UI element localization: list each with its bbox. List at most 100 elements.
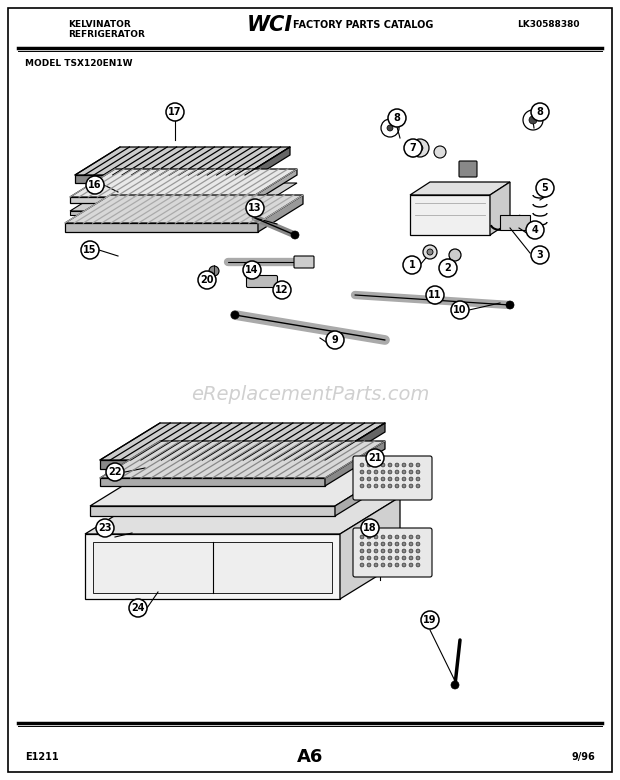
Circle shape <box>439 259 457 277</box>
Circle shape <box>291 231 299 239</box>
Polygon shape <box>70 211 252 215</box>
Polygon shape <box>335 469 395 516</box>
Text: 17: 17 <box>168 107 182 117</box>
Text: 14: 14 <box>246 265 259 275</box>
Circle shape <box>416 542 420 546</box>
Circle shape <box>434 146 446 158</box>
FancyBboxPatch shape <box>294 256 314 268</box>
Circle shape <box>427 290 437 300</box>
Circle shape <box>402 542 406 546</box>
Circle shape <box>374 563 378 567</box>
Text: 18: 18 <box>363 523 377 533</box>
Circle shape <box>209 266 219 276</box>
Circle shape <box>402 484 406 488</box>
Circle shape <box>395 470 399 474</box>
Circle shape <box>381 484 385 488</box>
Circle shape <box>367 549 371 553</box>
Polygon shape <box>325 423 385 469</box>
Circle shape <box>243 261 261 279</box>
Circle shape <box>367 542 371 546</box>
Circle shape <box>409 463 413 467</box>
Circle shape <box>388 109 406 127</box>
Circle shape <box>531 246 549 264</box>
Circle shape <box>367 470 371 474</box>
Circle shape <box>411 139 429 157</box>
Circle shape <box>360 477 364 481</box>
Polygon shape <box>100 478 325 486</box>
Circle shape <box>381 535 385 539</box>
Circle shape <box>416 477 420 481</box>
Circle shape <box>388 563 392 567</box>
Polygon shape <box>490 182 510 235</box>
Circle shape <box>106 463 124 481</box>
Circle shape <box>409 484 413 488</box>
Polygon shape <box>410 182 510 195</box>
Text: 24: 24 <box>131 603 144 613</box>
Circle shape <box>395 549 399 553</box>
Polygon shape <box>90 469 395 506</box>
Text: 22: 22 <box>108 467 122 477</box>
Circle shape <box>367 484 371 488</box>
Circle shape <box>416 549 420 553</box>
Text: 1: 1 <box>409 260 415 270</box>
Circle shape <box>427 249 433 255</box>
Polygon shape <box>100 460 325 469</box>
Text: REFRIGERATOR: REFRIGERATOR <box>68 30 145 39</box>
Text: 9/96: 9/96 <box>571 752 595 762</box>
Polygon shape <box>93 542 332 593</box>
Text: 13: 13 <box>248 203 262 213</box>
Text: 20: 20 <box>200 275 214 285</box>
Text: 10: 10 <box>453 305 467 315</box>
Circle shape <box>416 563 420 567</box>
Circle shape <box>395 484 399 488</box>
Circle shape <box>449 249 461 261</box>
Polygon shape <box>410 195 490 235</box>
Circle shape <box>426 286 444 304</box>
Circle shape <box>374 463 378 467</box>
Circle shape <box>381 549 385 553</box>
Circle shape <box>374 477 378 481</box>
Polygon shape <box>70 183 297 211</box>
Circle shape <box>506 301 514 309</box>
Circle shape <box>326 331 344 349</box>
Circle shape <box>381 542 385 546</box>
Circle shape <box>409 563 413 567</box>
Circle shape <box>409 535 413 539</box>
Text: WCI: WCI <box>247 15 293 35</box>
Text: 23: 23 <box>98 523 112 533</box>
Polygon shape <box>75 147 290 175</box>
Text: 8: 8 <box>536 107 544 117</box>
FancyBboxPatch shape <box>247 275 278 288</box>
Text: 3: 3 <box>537 250 543 260</box>
Circle shape <box>360 549 364 553</box>
Circle shape <box>388 484 392 488</box>
Circle shape <box>388 470 392 474</box>
Circle shape <box>387 125 393 131</box>
Circle shape <box>166 103 184 121</box>
Circle shape <box>374 549 378 553</box>
Circle shape <box>416 556 420 560</box>
Circle shape <box>395 463 399 467</box>
Circle shape <box>395 563 399 567</box>
Circle shape <box>388 463 392 467</box>
Text: 16: 16 <box>88 180 102 190</box>
Circle shape <box>395 556 399 560</box>
Circle shape <box>360 563 364 567</box>
Polygon shape <box>340 497 400 599</box>
Circle shape <box>381 463 385 467</box>
Text: 11: 11 <box>428 290 441 300</box>
Text: 5: 5 <box>542 183 548 193</box>
Circle shape <box>367 535 371 539</box>
Circle shape <box>388 542 392 546</box>
Text: 15: 15 <box>83 245 97 255</box>
Circle shape <box>374 484 378 488</box>
Circle shape <box>388 556 392 560</box>
Circle shape <box>395 477 399 481</box>
Circle shape <box>416 463 420 467</box>
Circle shape <box>416 535 420 539</box>
Text: LK30588380: LK30588380 <box>518 20 580 29</box>
Text: 12: 12 <box>275 285 289 295</box>
FancyBboxPatch shape <box>353 528 432 577</box>
Text: MODEL TSX120EN1W: MODEL TSX120EN1W <box>25 59 133 68</box>
Circle shape <box>416 484 420 488</box>
